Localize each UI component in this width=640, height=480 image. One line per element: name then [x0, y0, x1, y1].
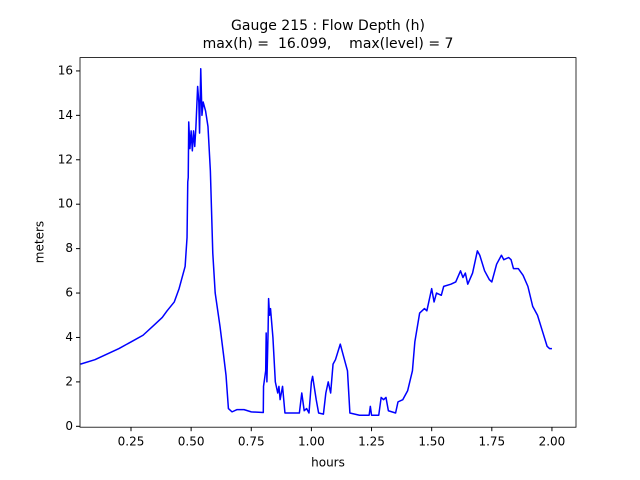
y-tick-label: 0 — [65, 419, 73, 433]
x-tick-label: 1.75 — [478, 435, 505, 449]
x-tick-label: 0.75 — [238, 435, 265, 449]
y-tick-label: 4 — [65, 330, 73, 344]
x-tick-label: 2.00 — [539, 435, 566, 449]
x-tick-label: 0.25 — [118, 435, 145, 449]
y-axis-label: meters — [33, 221, 47, 263]
x-tick-label: 1.00 — [298, 435, 325, 449]
y-tick-label: 14 — [58, 108, 73, 122]
x-axis-label: hours — [311, 456, 345, 470]
chart-subtitle: max(h) = 16.099, max(level) = 7 — [203, 36, 454, 52]
plot-frame — [79, 57, 577, 428]
y-tick-label: 8 — [65, 241, 73, 255]
y-tick-label: 10 — [58, 197, 73, 211]
y-tick-label: 6 — [65, 286, 73, 300]
x-tick-label: 1.25 — [358, 435, 385, 449]
chart-title: Gauge 215 : Flow Depth (h) — [231, 18, 425, 34]
x-tick-label: 0.50 — [178, 435, 205, 449]
data-line — [80, 67, 552, 416]
y-tick-label: 12 — [58, 152, 73, 166]
y-tick-label: 2 — [65, 374, 73, 388]
y-tick-label: 16 — [58, 63, 73, 77]
x-tick-label: 1.50 — [418, 435, 445, 449]
